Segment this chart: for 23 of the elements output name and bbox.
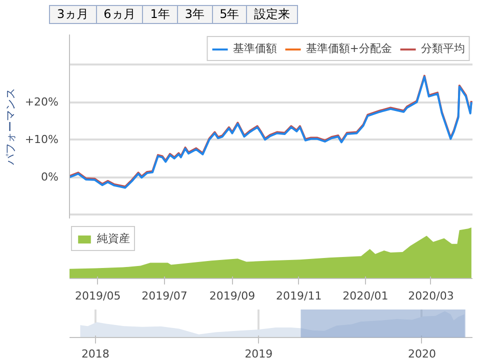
x-tick-label: 2019/07 <box>142 290 188 302</box>
y-axis-title: パフォーマンス <box>4 88 17 166</box>
y-tick-label: 0% <box>41 170 58 184</box>
x-tick-label: 2018 <box>81 348 110 360</box>
x-tick-label: 2020/03 <box>408 290 454 302</box>
y-tick-label: +10% <box>24 133 59 146</box>
legend-label: 基準価額 <box>232 41 277 56</box>
x-tick-label: 2020 <box>408 348 436 360</box>
x-tick-label: 2019/11 <box>276 290 322 302</box>
legend-label: 純資産 <box>97 231 130 246</box>
text: 3年 <box>176 5 213 24</box>
text: 6ヵ月 <box>96 5 144 24</box>
legend-label: 分類平均 <box>421 41 465 56</box>
x-tick-label: 2019/05 <box>75 290 121 302</box>
legend-label: 基準価額+分配金 <box>306 41 392 56</box>
y-tick-label: +20% <box>24 96 59 109</box>
text: 1年 <box>142 5 178 24</box>
text: 3ヵ月 <box>49 5 97 24</box>
x-tick-label: 2019/09 <box>209 290 256 302</box>
text: 5年 <box>212 5 248 24</box>
text: 設定来 <box>246 5 298 24</box>
x-tick-label: 2020/01 <box>342 290 388 302</box>
x-tick-label: 2019 <box>244 348 273 360</box>
